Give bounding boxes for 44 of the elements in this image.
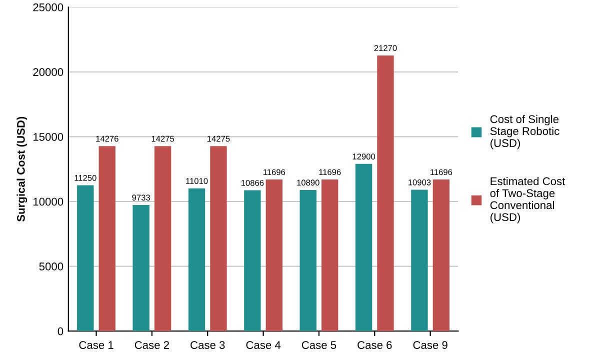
bar [154,146,172,332]
bar [377,55,394,332]
data-label: 14276 [96,136,118,142]
x-tick-label: Case 5 [302,341,336,349]
bar [411,190,428,332]
data-label: 14275 [208,136,230,142]
bar [188,188,206,332]
bar [300,190,316,332]
y-tick-label: 20000 [33,68,64,76]
data-label: 10903 [408,179,431,186]
data-label: 10866 [241,180,264,186]
data-label: 11010 [186,178,208,184]
bar [77,185,94,332]
bar [132,204,150,332]
y-tick-label: 25000 [33,3,64,12]
x-tick-label: Case 3 [190,341,225,349]
x-tick-label: Case 4 [246,341,281,349]
y-tick-label: 10000 [34,198,64,206]
x-tick-label: Case 1 [79,341,114,349]
data-label: 11696 [430,169,452,176]
x-tick-label: Case 2 [134,341,169,349]
data-label: 11250 [74,174,96,181]
data-label: 9733 [132,194,150,201]
y-tick-label: 15000 [34,132,64,141]
y-tick-label: 5000 [39,262,64,270]
data-label: 10890 [297,180,320,186]
x-tick-label: Case 6 [358,341,392,349]
legend-label: Cost of Single Stage Robotic (USD) [490,114,560,150]
data-label: 12900 [352,154,376,160]
y-tick-label: 0 [58,327,64,336]
x-tick-label: Case 9 [413,341,448,349]
data-label: 11696 [319,169,341,176]
bar [321,180,338,332]
bar [355,164,372,332]
bar [210,146,227,332]
data-label: 11696 [264,169,286,176]
bar [244,190,261,332]
legend-label: Estimated Cost of Two-Stage Conventional (USD) [490,177,566,224]
bar [266,180,282,332]
data-label: 14275 [152,136,174,142]
bar [432,180,450,332]
data-label: 21270 [374,45,397,52]
bar [98,146,116,332]
y-axis-title: Surgical Cost (USD) [16,116,28,222]
